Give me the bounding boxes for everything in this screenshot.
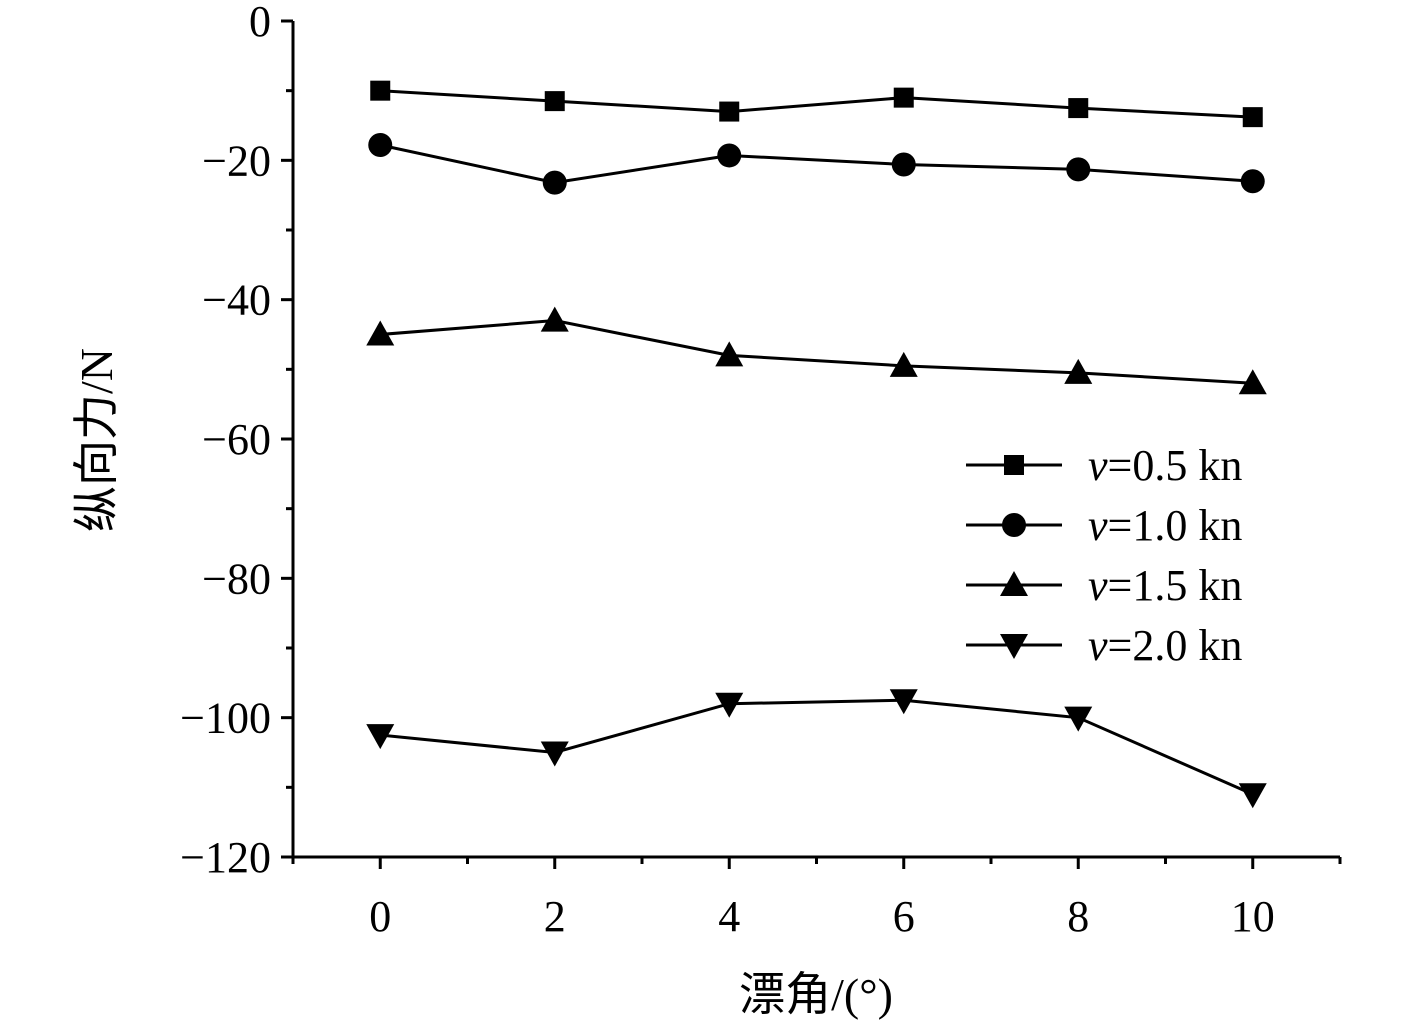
series-group [366,80,1267,809]
legend-label: v=1.5 kn [1088,561,1242,610]
series-3 [366,306,1267,395]
data-point-circle [1066,157,1091,182]
data-point-circle [717,143,742,168]
series-4 [366,689,1267,809]
y-tick-label: 0 [249,0,271,46]
x-tick-label: 8 [1067,892,1089,941]
data-point-square [1242,107,1263,128]
data-point-triangle-down [1000,634,1028,659]
legend-value: =0.5 kn [1108,441,1243,490]
data-point-square [719,101,740,122]
data-point-triangle-up [366,320,395,346]
legend-variable: v [1088,561,1108,610]
y-tick-label: −40 [202,276,271,325]
data-point-square [1068,98,1089,119]
x-tick-label: 6 [893,892,915,941]
data-point-triangle-down [715,692,744,718]
series-line [380,319,1253,385]
y-axis-title: 纵向力/N [71,348,122,532]
x-tick-label: 0 [369,892,391,941]
y-tick-label: −20 [202,136,271,185]
x-tick-label: 10 [1231,892,1275,941]
data-point-circle [1002,513,1026,537]
x-ticks: 0 2 4 6 8 10 [291,857,1342,941]
x-tick-label: 4 [718,892,740,941]
legend-value: =2.0 kn [1108,621,1243,670]
data-point-triangle-down [366,724,395,750]
legend-variable: v [1088,441,1108,490]
legend-item: v=2.0 kn [966,621,1242,670]
data-point-circle [542,170,567,195]
series-line [380,698,1254,796]
data-point-triangle-up [1064,358,1093,384]
series-2 [368,133,1265,195]
data-point-triangle-up [1000,571,1028,596]
data-point-circle [368,133,393,158]
y-tick-label: −120 [180,833,271,882]
x-tick-label: 2 [544,892,566,941]
legend-variable: v [1088,621,1108,670]
data-point-triangle-down [889,689,918,715]
series-line [379,143,1253,185]
axes: 0 −20 −40 −60 −80 −100 −120 0 2 4 6 8 10 [180,0,1342,941]
data-point-triangle-up [715,341,744,367]
legend-variable: v [1088,501,1108,550]
data-point-circle [891,152,916,177]
data-point-square [370,80,391,101]
data-point-square [544,91,565,112]
legend-value: =1.5 kn [1108,561,1243,610]
y-tick-label: −60 [202,415,271,464]
legend-label: v=1.0 kn [1088,501,1242,550]
y-tick-label: −80 [202,554,271,603]
legend-label: v=0.5 kn [1088,441,1242,490]
y-tick-label: −100 [180,694,271,743]
series-line [380,89,1253,119]
x-axis-title: 漂角/(°) [739,969,893,1020]
legend-value: =1.0 kn [1108,501,1243,550]
data-point-triangle-down [1064,706,1093,732]
data-point-triangle-up [540,306,569,332]
data-point-triangle-down [1238,783,1267,809]
data-point-square [893,87,914,108]
legend-item: v=0.5 kn [966,441,1242,490]
legend-item: v=1.0 kn [966,501,1242,550]
data-point-triangle-up [1238,369,1267,395]
legend-label: v=2.0 kn [1088,621,1242,670]
data-point-triangle-up [889,351,918,377]
legend-item: v=1.5 kn [966,561,1242,610]
data-point-triangle-down [540,741,569,767]
series-1 [370,80,1263,128]
y-ticks: 0 −20 −40 −60 −80 −100 −120 [180,0,293,882]
data-point-circle [1240,169,1265,194]
legend: v=0.5 knv=1.0 knv=1.5 knv=2.0 kn [966,441,1242,670]
data-point-square [1004,455,1024,475]
